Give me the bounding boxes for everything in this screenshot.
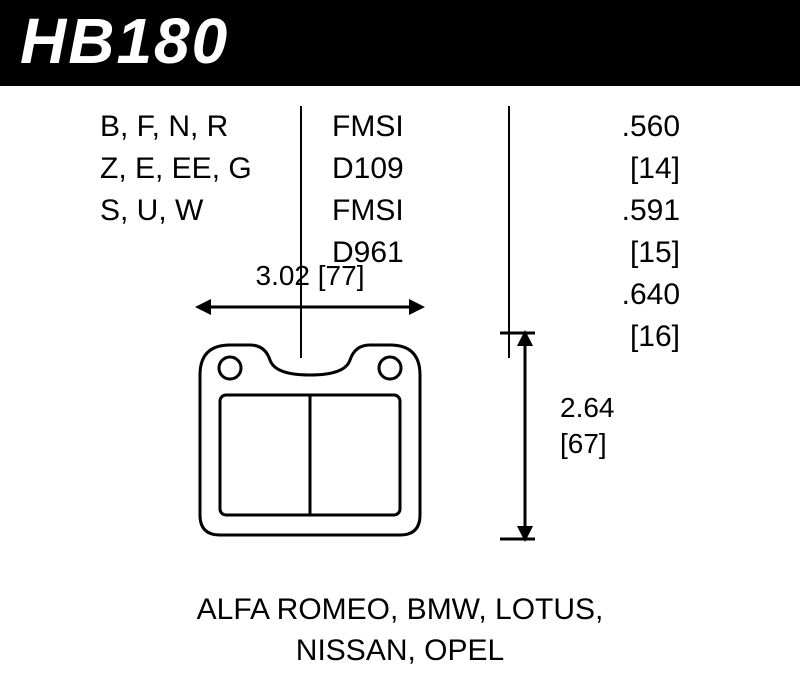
height-mm: [67]	[560, 426, 615, 462]
applications: ALFA ROMEO, BMW, LOTUS, NISSAN, OPEL	[0, 590, 800, 671]
width-arrow	[195, 292, 425, 322]
width-dimension: 3.02 [77]	[195, 260, 425, 327]
height-dimension: 2.64 [67]	[500, 330, 620, 547]
height-inches: 2.64	[560, 390, 615, 426]
diagram: 3.02 [77] 2.64 [67]	[0, 260, 800, 620]
part-number: HB180	[20, 5, 229, 77]
applications-line: NISSAN, OPEL	[0, 631, 800, 672]
applications-line: ALFA ROMEO, BMW, LOTUS,	[0, 590, 800, 631]
thickness-row: .560 [14]	[580, 106, 680, 190]
compound-row: Z, E, EE, G	[100, 148, 270, 190]
width-inches: 3.02	[256, 260, 311, 291]
width-mm: [77]	[318, 260, 365, 291]
fmsi-row: FMSI D109	[332, 106, 478, 190]
brake-pad-outline	[175, 320, 445, 550]
compound-row: S, U, W	[100, 190, 270, 232]
part-number-header: HB180	[0, 0, 800, 86]
height-arrow	[500, 330, 550, 542]
compound-row: B, F, N, R	[100, 106, 270, 148]
